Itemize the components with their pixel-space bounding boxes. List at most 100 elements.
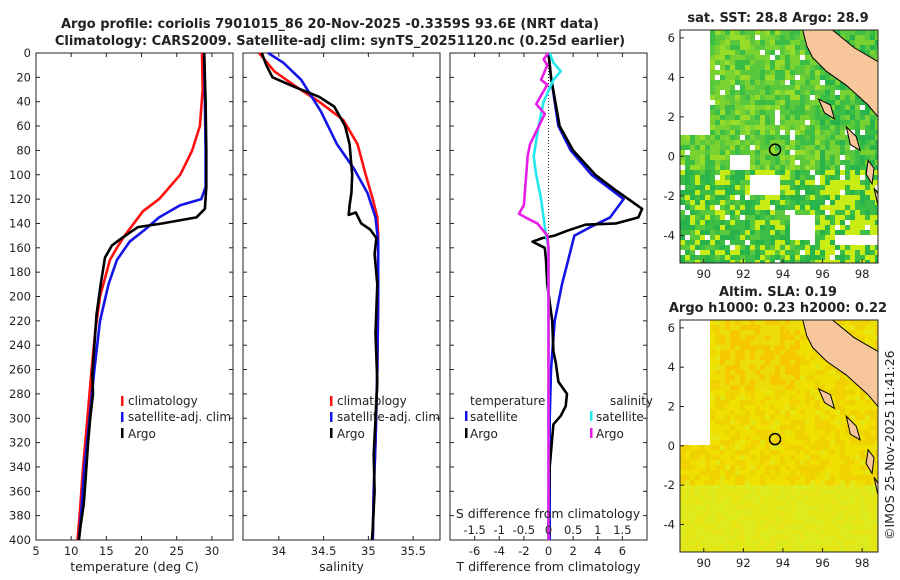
map-cell	[765, 500, 771, 506]
map-cell	[825, 180, 831, 186]
map-cell	[805, 90, 811, 96]
map-cell	[755, 80, 761, 86]
plot-frame	[242, 52, 441, 541]
map-cell	[740, 415, 746, 421]
map-cell	[875, 35, 878, 41]
map-cell	[830, 225, 836, 231]
map-cell	[725, 450, 731, 456]
map-cell	[745, 235, 751, 241]
land-sumatra	[802, 320, 878, 408]
map-cell	[780, 410, 786, 416]
map-cell	[710, 245, 716, 251]
map-cell	[875, 120, 878, 126]
map-cell	[685, 30, 691, 36]
map-cell	[765, 150, 771, 156]
map-cell	[855, 510, 861, 516]
map-cell	[680, 130, 686, 136]
map-cell	[690, 335, 696, 341]
map-cell	[755, 530, 761, 536]
map-cell	[710, 125, 716, 131]
map-cell	[745, 35, 751, 41]
map-cell	[790, 110, 796, 116]
map-cell	[715, 525, 721, 531]
map-cell	[705, 440, 711, 446]
figure-title-line1: Argo profile: coriolis 7901015_86 20-Nov…	[61, 17, 599, 32]
map-cell	[840, 185, 846, 191]
map-cell	[760, 50, 766, 56]
map-cell	[810, 455, 816, 461]
map-cell	[815, 380, 821, 386]
map-cell	[685, 120, 691, 126]
map-cell	[775, 495, 781, 501]
map-cell	[715, 110, 721, 116]
map-cell	[840, 255, 846, 261]
map-cell	[800, 550, 806, 552]
map-cell	[835, 215, 841, 221]
map-cell	[760, 245, 766, 251]
map-cell	[740, 205, 746, 211]
map-cell	[690, 180, 696, 186]
map-cell	[835, 460, 841, 466]
map-cell	[845, 30, 851, 36]
map-cell	[795, 215, 801, 221]
map-cell	[755, 335, 761, 341]
map-cell	[700, 385, 706, 391]
map-cell	[720, 440, 726, 446]
map-cell	[765, 170, 771, 176]
map-cell	[735, 350, 741, 356]
map-cell	[790, 250, 796, 256]
map-cell	[815, 445, 821, 451]
map-cell	[830, 490, 836, 496]
map-cell	[690, 195, 696, 201]
map-cell	[810, 515, 816, 521]
map-cell	[730, 320, 736, 326]
map-cell	[835, 515, 841, 521]
map-cell	[770, 115, 776, 121]
map-cell	[795, 430, 801, 436]
map-cell	[730, 460, 736, 466]
map-cell	[760, 465, 766, 471]
map-cell	[820, 230, 826, 236]
map-cell	[875, 50, 878, 56]
map-cell	[790, 440, 796, 446]
map-cell	[845, 165, 851, 171]
map-cell	[700, 210, 706, 216]
map-cell	[865, 540, 871, 546]
map-cell	[850, 150, 856, 156]
map-cell	[735, 320, 741, 326]
map-cell	[710, 165, 716, 171]
map-cell	[770, 250, 776, 256]
map-cell	[870, 335, 876, 341]
map-cell	[740, 175, 746, 181]
map-cell	[730, 215, 736, 221]
map-cell	[795, 130, 801, 136]
map-cell	[730, 420, 736, 426]
map-cell	[745, 345, 751, 351]
map-cell	[690, 225, 696, 231]
map-cell	[835, 540, 841, 546]
map-cell	[730, 160, 736, 166]
legend-label-t-argo: Argo	[470, 427, 498, 441]
map-cell	[795, 50, 801, 56]
map-cell	[705, 475, 711, 481]
map-cell	[720, 330, 726, 336]
map-cell	[695, 545, 701, 551]
map-cell	[715, 470, 721, 476]
map-cell	[740, 215, 746, 221]
map-cell	[805, 75, 811, 81]
map-cell	[720, 35, 726, 41]
map-cell	[775, 50, 781, 56]
map-cell	[855, 385, 861, 391]
map-cell	[845, 150, 851, 156]
map-cell	[865, 35, 871, 41]
map-cell	[860, 235, 866, 241]
map-cell	[840, 455, 846, 461]
map-cell	[715, 120, 721, 126]
map-cell	[810, 165, 816, 171]
map-cell	[715, 160, 721, 166]
map-cell	[720, 185, 726, 191]
map-cell	[710, 35, 716, 41]
map-cell	[730, 400, 736, 406]
legend-title-temperature: temperature	[470, 394, 545, 408]
map-cell	[865, 470, 871, 476]
